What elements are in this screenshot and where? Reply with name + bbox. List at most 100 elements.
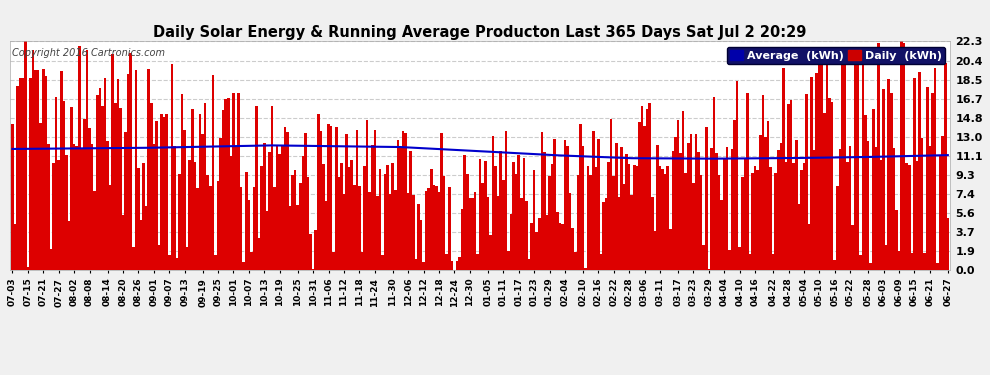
Bar xyxy=(684,173,687,270)
Bar xyxy=(250,252,252,270)
Bar xyxy=(898,251,900,270)
Bar xyxy=(515,174,518,270)
Bar xyxy=(882,89,885,270)
Bar xyxy=(322,164,325,270)
Bar xyxy=(705,127,708,270)
Bar xyxy=(397,140,399,270)
Bar xyxy=(137,168,140,270)
Bar xyxy=(430,169,433,270)
Bar xyxy=(19,78,22,270)
Bar xyxy=(86,50,88,270)
Bar xyxy=(545,215,548,270)
Bar xyxy=(639,122,641,270)
Bar xyxy=(70,107,73,270)
Bar xyxy=(201,134,204,270)
Bar xyxy=(276,146,278,270)
Bar xyxy=(35,69,37,270)
Bar xyxy=(636,166,639,270)
Bar xyxy=(944,63,946,270)
Bar xyxy=(347,167,350,270)
Bar xyxy=(494,166,497,270)
Bar xyxy=(631,195,633,270)
Bar xyxy=(299,183,302,270)
Bar xyxy=(155,121,157,270)
Bar xyxy=(360,252,363,270)
Bar xyxy=(842,54,843,270)
Bar xyxy=(746,93,748,270)
Bar xyxy=(605,198,607,270)
Bar xyxy=(861,63,864,270)
Bar xyxy=(50,249,52,270)
Bar xyxy=(471,198,474,270)
Bar xyxy=(582,146,584,270)
Bar xyxy=(458,256,461,270)
Bar xyxy=(584,268,587,270)
Bar xyxy=(104,78,106,270)
Bar xyxy=(112,54,114,270)
Bar xyxy=(520,198,523,270)
Bar xyxy=(785,162,787,270)
Bar xyxy=(502,180,505,270)
Bar xyxy=(450,261,453,270)
Bar xyxy=(99,87,101,270)
Bar xyxy=(556,212,558,270)
Bar xyxy=(574,252,576,270)
Bar xyxy=(101,106,104,270)
Bar xyxy=(723,158,726,270)
Bar xyxy=(389,194,391,270)
Bar xyxy=(448,187,450,270)
Bar xyxy=(790,100,792,270)
Bar xyxy=(829,98,831,270)
Bar xyxy=(417,204,420,270)
Bar xyxy=(248,200,250,270)
Bar xyxy=(615,143,618,270)
Bar xyxy=(795,140,798,270)
Bar xyxy=(721,200,723,270)
Bar xyxy=(531,223,533,270)
Bar xyxy=(651,197,653,270)
Bar xyxy=(183,130,186,270)
Bar xyxy=(715,153,718,270)
Bar xyxy=(677,120,679,270)
Bar xyxy=(507,251,510,270)
Bar xyxy=(739,248,741,270)
Bar xyxy=(510,214,512,270)
Bar xyxy=(474,192,476,270)
Bar xyxy=(613,176,615,270)
Bar xyxy=(283,127,286,270)
Bar xyxy=(353,185,355,270)
Bar xyxy=(162,117,165,270)
Bar xyxy=(587,166,589,270)
Bar xyxy=(900,41,903,270)
Bar xyxy=(906,163,908,270)
Bar xyxy=(834,260,836,270)
Bar xyxy=(268,152,270,270)
Bar xyxy=(376,196,378,270)
Bar xyxy=(536,232,538,270)
Bar xyxy=(505,131,507,270)
Bar xyxy=(265,211,268,270)
Bar xyxy=(486,197,489,270)
Bar xyxy=(597,139,600,270)
Bar xyxy=(341,163,343,270)
Bar xyxy=(708,269,710,270)
Bar xyxy=(243,262,246,270)
Bar xyxy=(734,120,736,270)
Bar xyxy=(628,164,631,270)
Bar xyxy=(885,244,887,270)
Bar xyxy=(753,166,756,270)
Bar xyxy=(168,255,170,270)
Bar xyxy=(325,201,328,270)
Bar xyxy=(748,254,751,270)
Bar xyxy=(328,124,330,270)
Bar xyxy=(173,146,175,270)
Bar xyxy=(653,231,656,270)
Bar xyxy=(563,140,566,270)
Bar xyxy=(787,104,790,270)
Bar xyxy=(212,75,214,270)
Bar xyxy=(600,254,602,270)
Bar xyxy=(512,162,515,270)
Bar xyxy=(782,68,785,270)
Bar xyxy=(52,164,54,270)
Bar xyxy=(209,186,212,270)
